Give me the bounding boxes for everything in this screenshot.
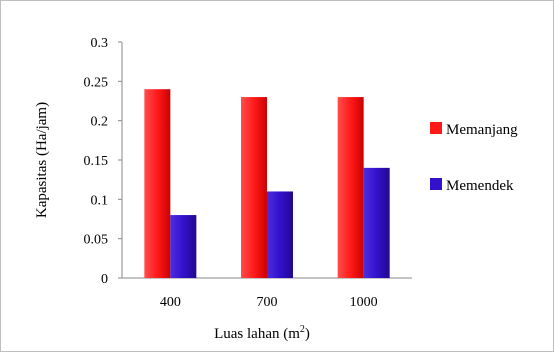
x-tick-label: 700 [257, 295, 278, 310]
y-tick-label: 0.2 [91, 115, 109, 130]
bar-memendek-700 [267, 191, 293, 278]
bars [144, 89, 390, 278]
bar-memanjang-400 [144, 89, 171, 278]
x-tick-label: 1000 [350, 295, 378, 310]
y-tick-label: 0.25 [84, 75, 109, 90]
x-axis-title-text: Luas lahan (m [214, 326, 300, 342]
x-tick-labels: 400 700 1000 [160, 295, 378, 310]
bar-memanjang-1000 [337, 97, 364, 278]
x-axis-title-end: ) [305, 326, 310, 342]
y-tick-label: 0.1 [91, 193, 109, 208]
y-tick-labels: 0 0.05 0.1 0.15 0.2 0.25 0.3 [84, 36, 122, 287]
legend-swatch-memendek [430, 178, 442, 190]
x-tick-label: 400 [160, 295, 181, 310]
y-tick-label: 0.15 [84, 154, 109, 169]
y-tick-label: 0.3 [91, 36, 109, 51]
legend-label-memanjang: Memanjang [446, 122, 518, 138]
legend-label-memendek: Memendek [446, 178, 514, 194]
bar-memanjang-700 [241, 97, 267, 278]
y-axis-title: Kapasitas (Ha/jam) [34, 102, 50, 218]
x-axis-title: Luas lahan (m2) [214, 324, 310, 342]
bar-memendek-400 [170, 215, 197, 278]
y-tick-label: 0.05 [84, 233, 109, 248]
bar-memendek-1000 [363, 167, 390, 278]
legend: Memanjang Memendek [430, 122, 518, 194]
legend-swatch-memanjang [430, 122, 442, 134]
y-tick-label: 0 [101, 272, 108, 287]
x-axis-title-superscript: 2 [300, 324, 305, 335]
